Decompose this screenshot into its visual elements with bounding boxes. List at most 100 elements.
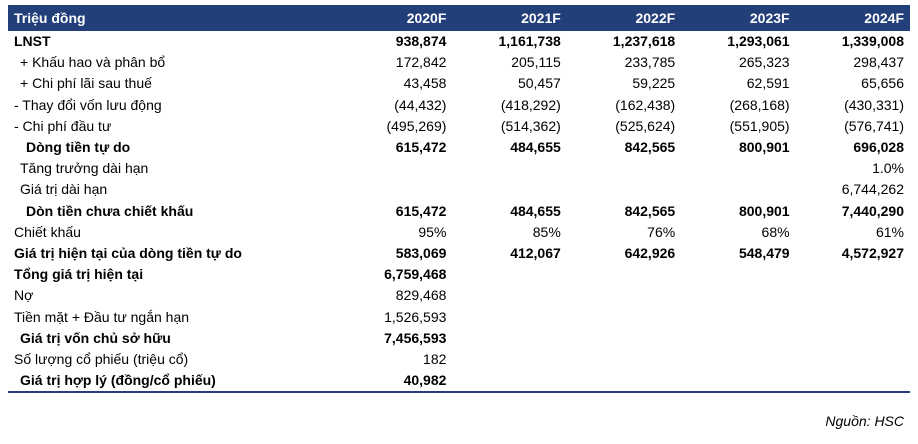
row-label: + Khấu hao và phân bổ xyxy=(20,54,166,71)
cell-2020f: 615,472 xyxy=(395,202,447,219)
row-label: Giá trị vốn chủ sở hữu xyxy=(20,329,171,346)
cell-2020f: 938,874 xyxy=(395,33,447,50)
table-row: + Khấu hao và phân bổ 172,842 205,115 233,7… xyxy=(8,52,910,73)
cell-2020f: (495,269) xyxy=(386,117,447,134)
row-label: Tiền mặt + Đầu tư ngắn hạn xyxy=(14,308,190,325)
row-label: Giá trị dài hạn xyxy=(20,181,108,198)
cell-2021f: (418,292) xyxy=(500,96,561,113)
cell-2023f: 548,479 xyxy=(738,244,790,261)
table-row: - Chi phí đầu tư (495,269) (514,362) (525,6… xyxy=(8,116,910,137)
table-row: Giá trị vốn chủ sở hữu 7,456,593 xyxy=(8,328,910,349)
cell-2024f: 6,744,262 xyxy=(841,181,904,198)
cell-2021f xyxy=(452,349,566,370)
header-year-2024: 2024F xyxy=(864,10,904,26)
cell-2022f: (162,438) xyxy=(615,96,676,113)
table-row: Tổng giá trị hiện tại 6,759,468 xyxy=(8,264,910,285)
row-label: Dòng tiền tự do xyxy=(26,139,131,156)
cell-2024f: 1,339,008 xyxy=(841,33,904,50)
cell-2022f: 233,785 xyxy=(624,54,676,71)
cell-2023f: 800,901 xyxy=(738,139,790,156)
table-body: LNST 938,874 1,161,738 1,237,618 1,293,061 1,… xyxy=(8,31,910,392)
cell-2022f xyxy=(567,179,681,200)
row-label: Chiết khấu xyxy=(14,223,81,240)
cell-2020f: 583,069 xyxy=(395,244,447,261)
cell-2020f: 6,759,468 xyxy=(384,266,447,283)
cell-2022f: 59,225 xyxy=(632,75,676,92)
cell-2024f xyxy=(796,370,910,392)
cell-2024f: (430,331) xyxy=(844,96,904,113)
cell-2021f xyxy=(452,158,566,179)
row-label: Số lượng cổ phiếu (triệu cổ) xyxy=(14,350,189,367)
cell-2021f xyxy=(452,370,566,392)
cell-2021f: 1,161,738 xyxy=(498,33,561,50)
cell-2022f xyxy=(567,285,681,306)
cell-2023f xyxy=(681,306,795,327)
cell-2021f: 85% xyxy=(532,223,561,240)
row-label: Giá trị hiện tại của dòng tiền tự do xyxy=(14,244,242,261)
cell-2022f: 642,926 xyxy=(624,244,676,261)
row-label: Nợ xyxy=(14,287,34,304)
cell-2021f xyxy=(452,285,566,306)
cell-2022f xyxy=(567,370,681,392)
cell-2024f: 4,572,927 xyxy=(841,244,904,261)
cell-2023f: (551,905) xyxy=(729,117,790,134)
table-row: Tăng trưởng dài hạn 1.0% xyxy=(8,158,910,179)
table-row: Dòng tiền tự do 615,472 484,655 842,565 800,… xyxy=(8,137,910,158)
cell-2022f xyxy=(567,306,681,327)
cell-2024f xyxy=(796,264,910,285)
cell-2022f: 76% xyxy=(647,223,676,240)
cell-2023f xyxy=(681,370,795,392)
cell-2023f: 800,901 xyxy=(738,202,790,219)
cell-2021f xyxy=(452,179,566,200)
cell-2024f: 65,656 xyxy=(861,75,904,92)
table-row: - Thay đổi vốn lưu động (44,432) (418,292)… xyxy=(8,95,910,116)
table-row: Nợ 829,468 xyxy=(8,285,910,306)
cell-2020f: 172,842 xyxy=(395,54,447,71)
cell-2022f xyxy=(567,264,681,285)
table-row: Giá trị hiện tại của dòng tiền tự do 583,… xyxy=(8,243,910,264)
cell-2023f: (268,168) xyxy=(729,96,790,113)
cell-2023f xyxy=(681,349,795,370)
cell-2022f xyxy=(567,349,681,370)
cell-2020f: (44,432) xyxy=(394,96,447,113)
dcf-valuation-table: Triệu đồng 2020F 2021F 2022F 2023F 2024F… xyxy=(8,5,910,393)
cell-2024f: (576,741) xyxy=(844,117,904,134)
cell-2020f: 40,982 xyxy=(403,372,447,388)
cell-2021f xyxy=(452,264,566,285)
row-label: LNST xyxy=(14,33,51,50)
cell-2022f xyxy=(567,328,681,349)
row-label: Giá trị hợp lý (đồng/cổ phiếu) xyxy=(20,372,216,388)
cell-2021f: 484,655 xyxy=(510,139,561,156)
cell-2023f: 1,293,061 xyxy=(727,33,790,50)
row-label: Dòn tiền chưa chiết khấu xyxy=(26,202,194,219)
cell-2024f xyxy=(796,328,910,349)
cell-2020f: 43,458 xyxy=(403,75,447,92)
table-row: LNST 938,874 1,161,738 1,237,618 1,293,061 1,… xyxy=(8,31,910,52)
cell-2024f: 298,437 xyxy=(853,54,904,71)
cell-2022f xyxy=(567,158,681,179)
cell-2024f xyxy=(796,306,910,327)
header-year-2022: 2022F xyxy=(635,10,676,26)
cell-2023f xyxy=(681,328,795,349)
table-row: Tiền mặt + Đầu tư ngắn hạn 1,526,593 xyxy=(8,306,910,327)
cell-2020f: 7,456,593 xyxy=(384,329,447,346)
cell-2024f xyxy=(796,349,910,370)
cell-2020f: 182 xyxy=(423,350,447,367)
source-note: Nguồn: HSC xyxy=(825,413,904,429)
cell-2021f xyxy=(452,328,566,349)
row-label: + Chi phí lãi sau thuế xyxy=(20,75,152,92)
cell-2021f: 50,457 xyxy=(517,75,561,92)
cell-2022f: (525,624) xyxy=(615,117,676,134)
row-label: - Thay đổi vốn lưu động xyxy=(14,96,162,113)
table-row: + Chi phí lãi sau thuế 43,458 50,457 59,225… xyxy=(8,73,910,94)
cell-2022f: 842,565 xyxy=(624,202,676,219)
cell-2020f xyxy=(338,179,452,200)
cell-2024f: 61% xyxy=(875,223,904,240)
cell-2023f: 62,591 xyxy=(746,75,790,92)
cell-2022f: 1,237,618 xyxy=(612,33,676,50)
cell-2024f: 7,440,290 xyxy=(841,202,904,219)
cell-2024f: 696,028 xyxy=(853,139,904,156)
table-row: Giá trị hợp lý (đồng/cổ phiếu) 40,982 xyxy=(8,370,910,392)
cell-2024f xyxy=(796,285,910,306)
table-row: Số lượng cổ phiếu (triệu cổ) 182 xyxy=(8,349,910,370)
